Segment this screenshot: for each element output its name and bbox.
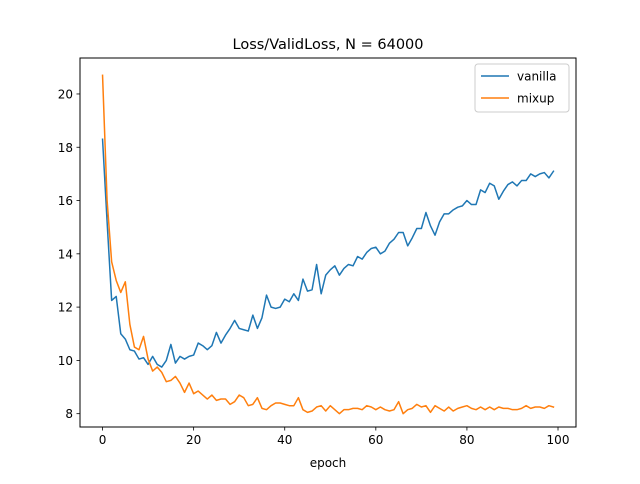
plot-frame [79,57,577,428]
plot-area [101,74,555,415]
y-tick-label: 20 [58,87,73,101]
y-tick-label: 14 [58,247,73,261]
x-axis: 0 20 40 60 80 100 [99,427,570,447]
y-tick-label: 8 [65,407,73,421]
legend-label-vanilla: vanilla [517,70,556,84]
x-tick-label: 100 [547,433,570,447]
series-line-mixup [101,74,555,415]
x-axis-label: epoch [310,456,347,470]
y-tick-label: 18 [58,141,73,155]
x-tick-label: 60 [368,433,383,447]
series-line-vanilla [101,138,555,368]
x-tick-label: 20 [186,433,201,447]
y-tick-label: 12 [58,301,73,315]
y-axis: 8 10 12 14 16 18 20 [58,87,80,421]
legend-label-mixup: mixup [517,92,554,106]
x-tick-label: 80 [459,433,474,447]
y-tick-label: 16 [58,194,73,208]
x-tick-label: 40 [277,433,292,447]
legend: vanilla mixup [474,63,570,113]
x-tick-label: 0 [99,433,107,447]
chart-title: Loss/ValidLoss, N = 64000 [233,37,424,53]
y-tick-label: 10 [58,354,73,368]
